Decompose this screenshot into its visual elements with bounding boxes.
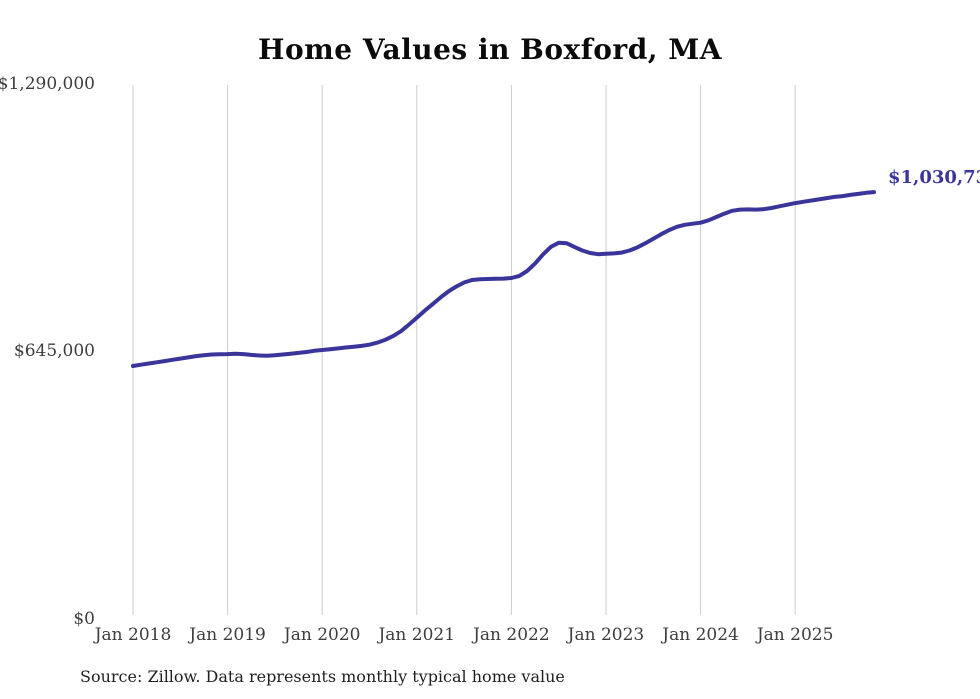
x-tick-label: Jan 2022 [473,625,550,645]
source-note: Source: Zillow. Data represents monthly … [80,667,565,686]
vertical-gridlines [132,85,796,615]
x-tick-label: Jan 2021 [378,625,456,645]
y-tick-label: $1,290,000 [0,74,95,94]
y-tick-label: $645,000 [13,341,95,361]
latest-value-label: $1,030,736 [888,167,980,188]
chart-title: Home Values in Boxford, MA [258,33,722,66]
x-tick-label: Jan 2025 [756,625,834,645]
y-tick-label: $0 [73,609,95,629]
x-tick-label: Jan 2019 [189,625,266,645]
home-value-line-series [131,190,876,368]
x-tick-label: Jan 2018 [94,625,172,645]
x-tick-label: Jan 2020 [283,625,361,645]
x-tick-label: Jan 2023 [567,625,645,645]
x-tick-label: Jan 2024 [662,625,739,645]
